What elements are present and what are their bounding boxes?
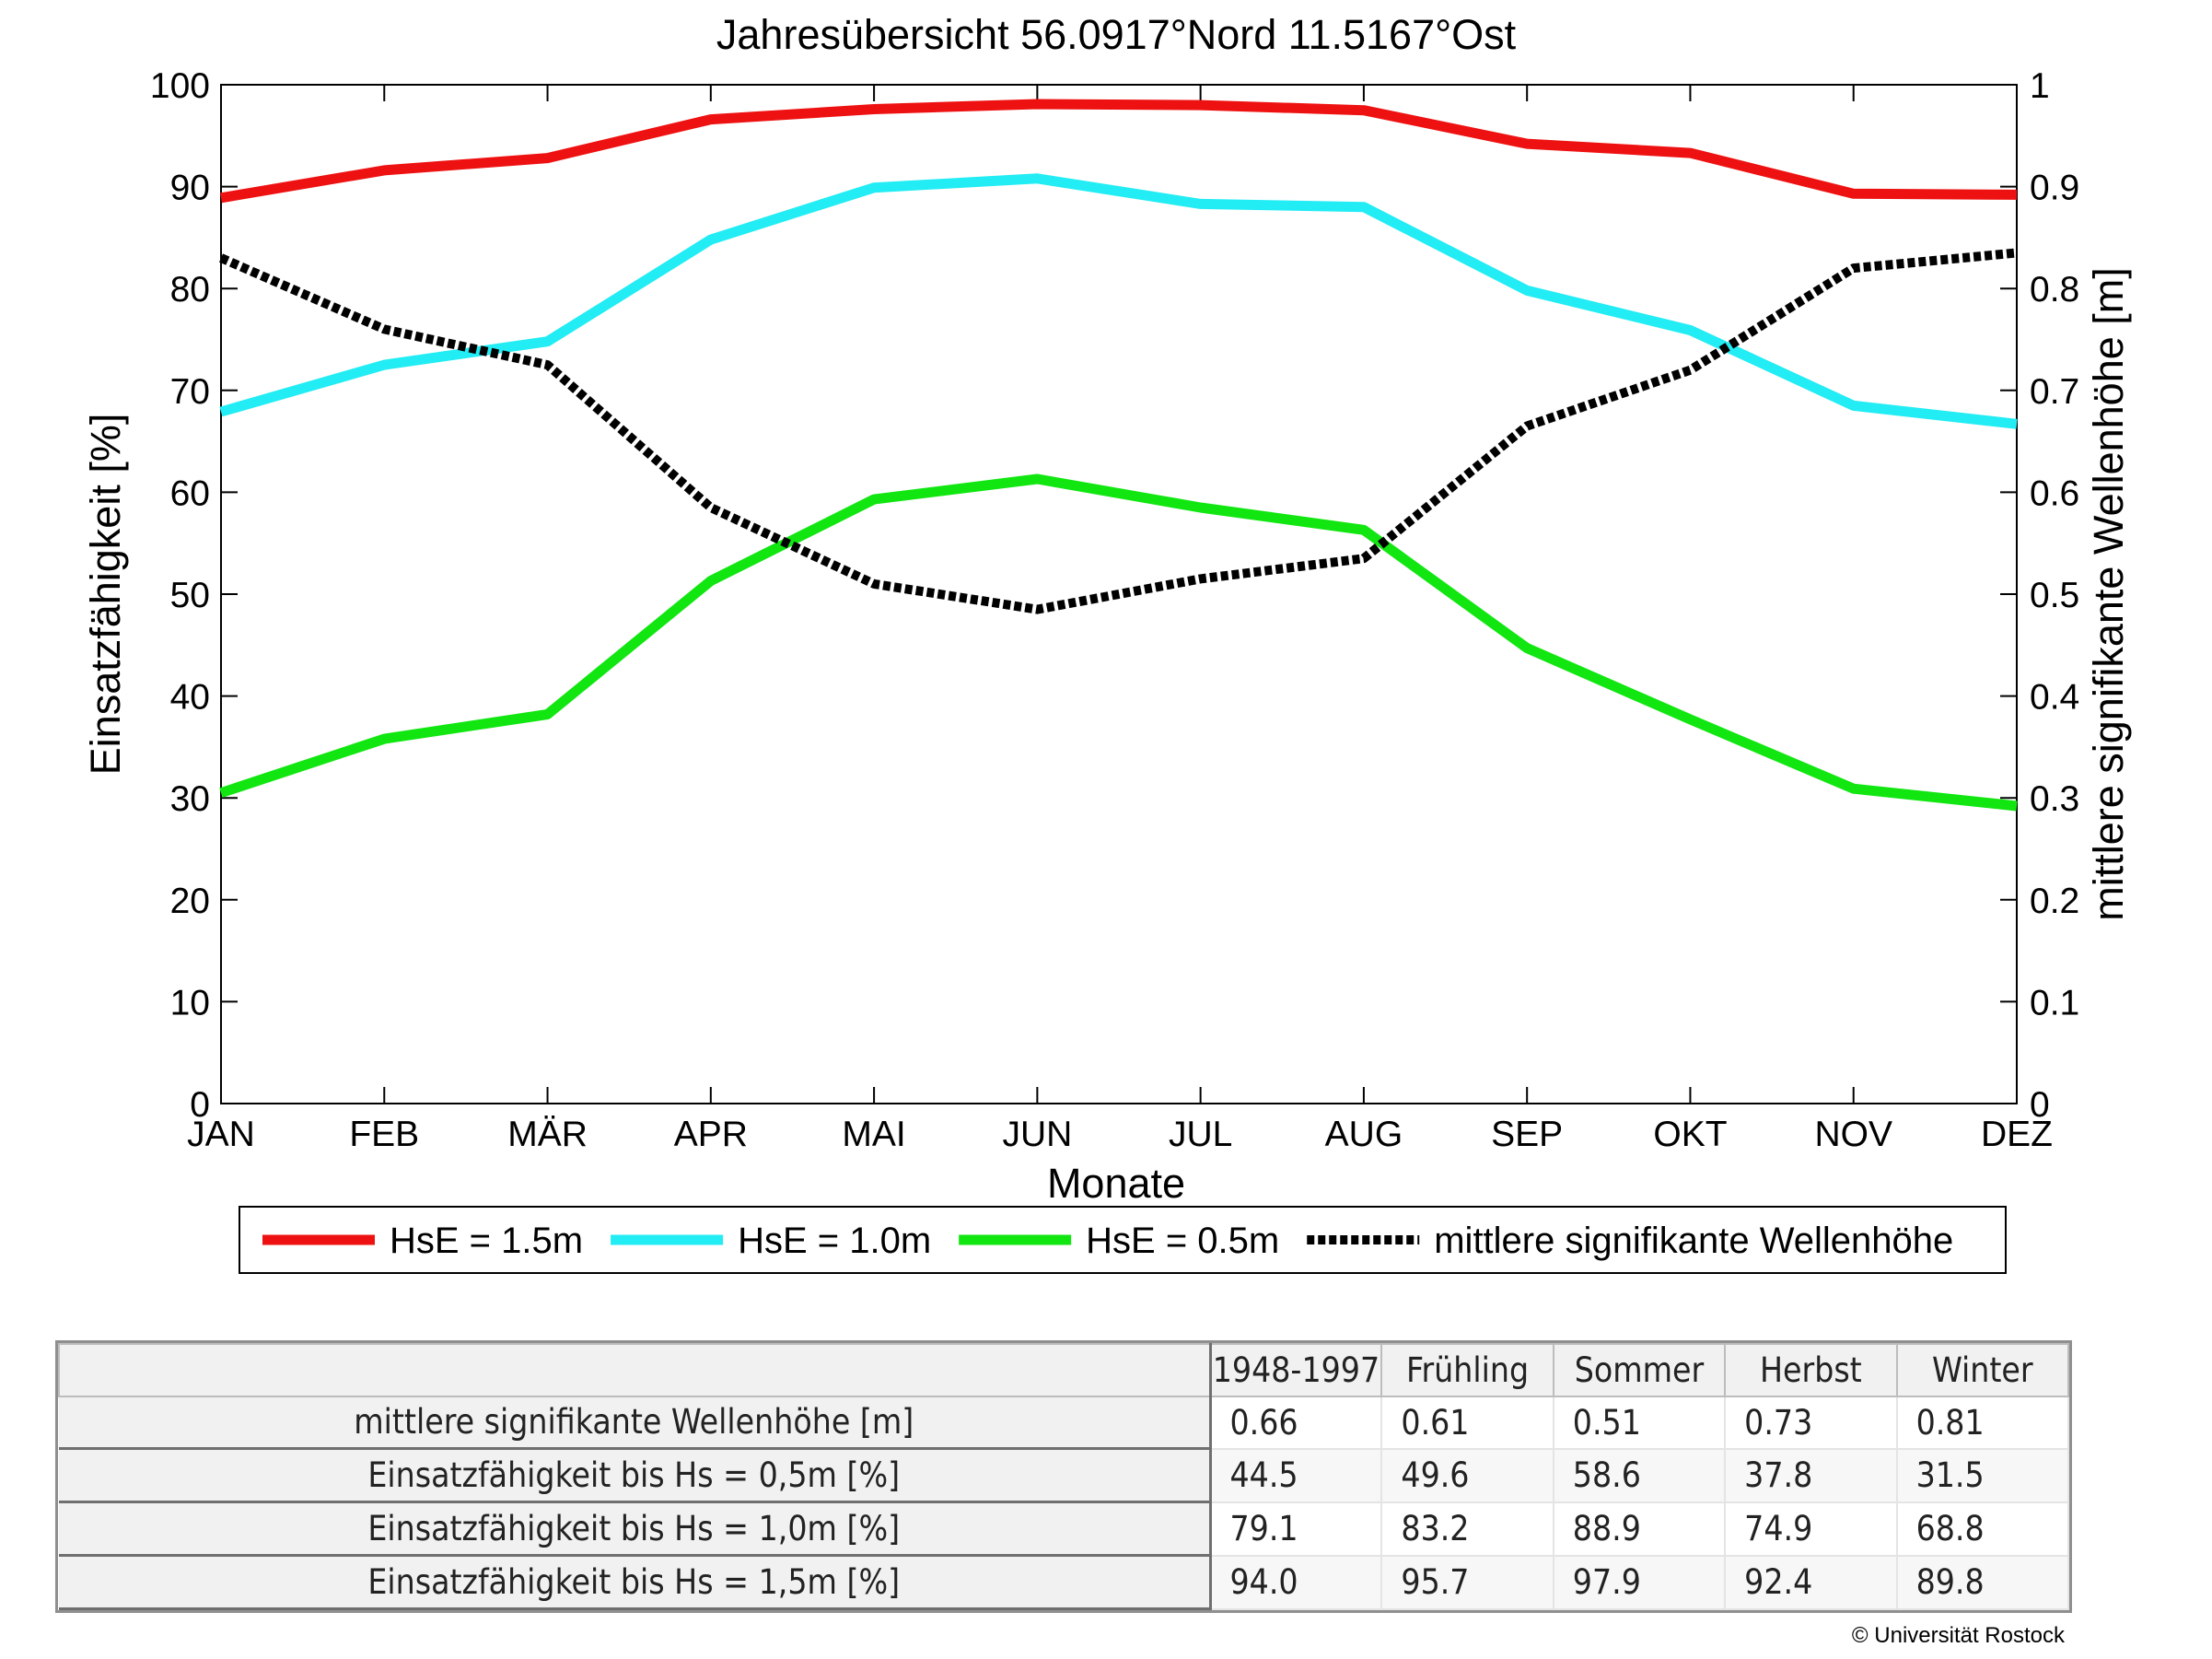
y2-tick-label: 0.4 — [2030, 678, 2079, 718]
y2-tick-label: 0 — [2030, 1085, 2050, 1125]
x-tick-label: APR — [674, 1115, 748, 1154]
y2-tick-label: 0.1 — [2030, 983, 2079, 1022]
table-cell: 44.5 — [1210, 1448, 1383, 1503]
y2-tick-label: 0.3 — [2030, 779, 2079, 819]
y-tick-label: 80 — [170, 270, 210, 310]
series-line-1 — [219, 173, 2018, 429]
table-header-cell: Herbst — [1724, 1343, 1898, 1397]
table-row-label: Einsatzfähigkeit bis Hs = 1,5m [%] — [59, 1555, 1212, 1610]
table-cell: 37.8 — [1725, 1448, 1898, 1503]
table-cell: 31.5 — [1896, 1448, 2070, 1503]
table-cell: 79.1 — [1210, 1501, 1383, 1557]
table-cell: 0.73 — [1725, 1396, 1898, 1450]
y2-tick-label: 0.7 — [2030, 372, 2079, 412]
table-header-cell: Frühling — [1380, 1343, 1554, 1397]
table-corner-cell — [58, 1343, 1212, 1397]
y-axis-label: Einsatzfähigkeit [%] — [82, 414, 129, 776]
series-line-0 — [220, 99, 2018, 204]
table-row: Einsatzfähigkeit bis Hs = 1,5m [%] 94.0 … — [59, 1555, 2070, 1610]
copyright-notice: © Universität Rostock — [1851, 1623, 2065, 1648]
x-tick-label: FEB — [349, 1115, 419, 1154]
table-cell: 74.9 — [1725, 1501, 1898, 1557]
y2-axis-label: mittlere signifikante Wellenhöhe [m] — [2085, 267, 2132, 921]
x-axis-label: Monate — [1047, 1160, 1185, 1207]
table-row-label: Einsatzfähigkeit bis Hs = 0,5m [%] — [59, 1448, 1212, 1504]
table-row: Einsatzfähigkeit bis Hs = 0,5m [%] 44.5 … — [59, 1448, 2070, 1504]
y-tick-label: 70 — [170, 372, 210, 412]
table-cell: 58.6 — [1553, 1448, 1727, 1503]
x-tick-label: MÄR — [507, 1115, 588, 1154]
x-tick-label: JAN — [187, 1115, 255, 1154]
table-row-label: Einsatzfähigkeit bis Hs = 1,0m [%] — [59, 1501, 1212, 1558]
x-tick-label: JUL — [1169, 1115, 1232, 1154]
table-cell: 0.66 — [1210, 1396, 1383, 1450]
x-tick-label: DEZ — [1981, 1115, 2053, 1154]
table-cell: 94.0 — [1210, 1555, 1383, 1610]
table-header-row: 1948-1997 Frühling Sommer Herbst Winter — [58, 1343, 2070, 1397]
table-row: mittlere signifikante Wellenhöhe [m] 0.6… — [59, 1396, 2070, 1451]
legend-label: HsE = 0.5m — [1086, 1221, 1279, 1261]
table-cell: 0.61 — [1381, 1396, 1554, 1450]
legend-label: mittlere signifikante Wellenhöhe — [1434, 1221, 1953, 1261]
y2-tick-label: 0.9 — [2030, 169, 2079, 208]
x-tick-label: JUN — [1002, 1115, 1072, 1154]
chart: Jahresübersicht 56.0917°Nord 11.5167°Ost… — [82, 11, 2132, 1274]
table-cell: 49.6 — [1381, 1448, 1554, 1503]
y-tick-label: 0 — [190, 1085, 210, 1125]
y-tick-label: 10 — [170, 983, 210, 1022]
y-tick-label: 20 — [170, 882, 210, 921]
y-tick-label: 60 — [170, 473, 210, 513]
y2-tick-label: 1 — [2030, 66, 2050, 106]
x-tick-label: NOV — [1814, 1115, 1892, 1154]
x-tick-label: AUG — [1325, 1115, 1403, 1154]
table-cell: 0.81 — [1896, 1396, 2070, 1450]
series-line-2 — [219, 473, 2018, 812]
y-tick-label: 90 — [170, 169, 210, 208]
chart-title: Jahresübersicht 56.0917°Nord 11.5167°Ost — [716, 11, 1517, 58]
legend-label: HsE = 1.0m — [738, 1221, 931, 1261]
y2-tick-label: 0.2 — [2030, 882, 2079, 921]
table-cell: 95.7 — [1381, 1555, 1554, 1610]
legend — [239, 1206, 2007, 1274]
table-cell: 97.9 — [1553, 1555, 1727, 1610]
y2-tick-label: 0.8 — [2030, 270, 2079, 310]
table-header-cell: Winter — [1895, 1343, 2070, 1397]
table-row-label: mittlere signifikante Wellenhöhe [m] — [59, 1396, 1212, 1451]
table-cell: 92.4 — [1725, 1555, 1898, 1610]
y2-tick-label: 0.6 — [2030, 473, 2079, 513]
table-cell: 0.51 — [1553, 1396, 1727, 1450]
summary-table: 1948-1997 Frühling Sommer Herbst Winter … — [55, 1340, 2072, 1613]
table-header-cell: 1948-1997 — [1208, 1343, 1383, 1397]
y2-tick-label: 0.5 — [2030, 576, 2079, 615]
table-cell: 89.8 — [1896, 1555, 2070, 1610]
x-tick-label: MAI — [842, 1115, 905, 1154]
table-cell: 83.2 — [1381, 1501, 1554, 1557]
table-header-cell: Sommer — [1552, 1343, 1727, 1397]
table-cell: 68.8 — [1896, 1501, 2070, 1557]
y-tick-label: 100 — [150, 66, 210, 106]
y-tick-label: 30 — [170, 779, 210, 819]
y-tick-label: 40 — [170, 678, 210, 718]
x-tick-label: OKT — [1653, 1115, 1727, 1154]
table-row: Einsatzfähigkeit bis Hs = 1,0m [%] 79.1 … — [59, 1501, 2070, 1558]
legend-label: HsE = 1.5m — [390, 1221, 583, 1261]
table-cell: 88.9 — [1553, 1501, 1727, 1557]
series-line-3 — [218, 248, 2018, 614]
y-tick-label: 50 — [170, 576, 210, 615]
x-tick-label: SEP — [1491, 1115, 1563, 1154]
